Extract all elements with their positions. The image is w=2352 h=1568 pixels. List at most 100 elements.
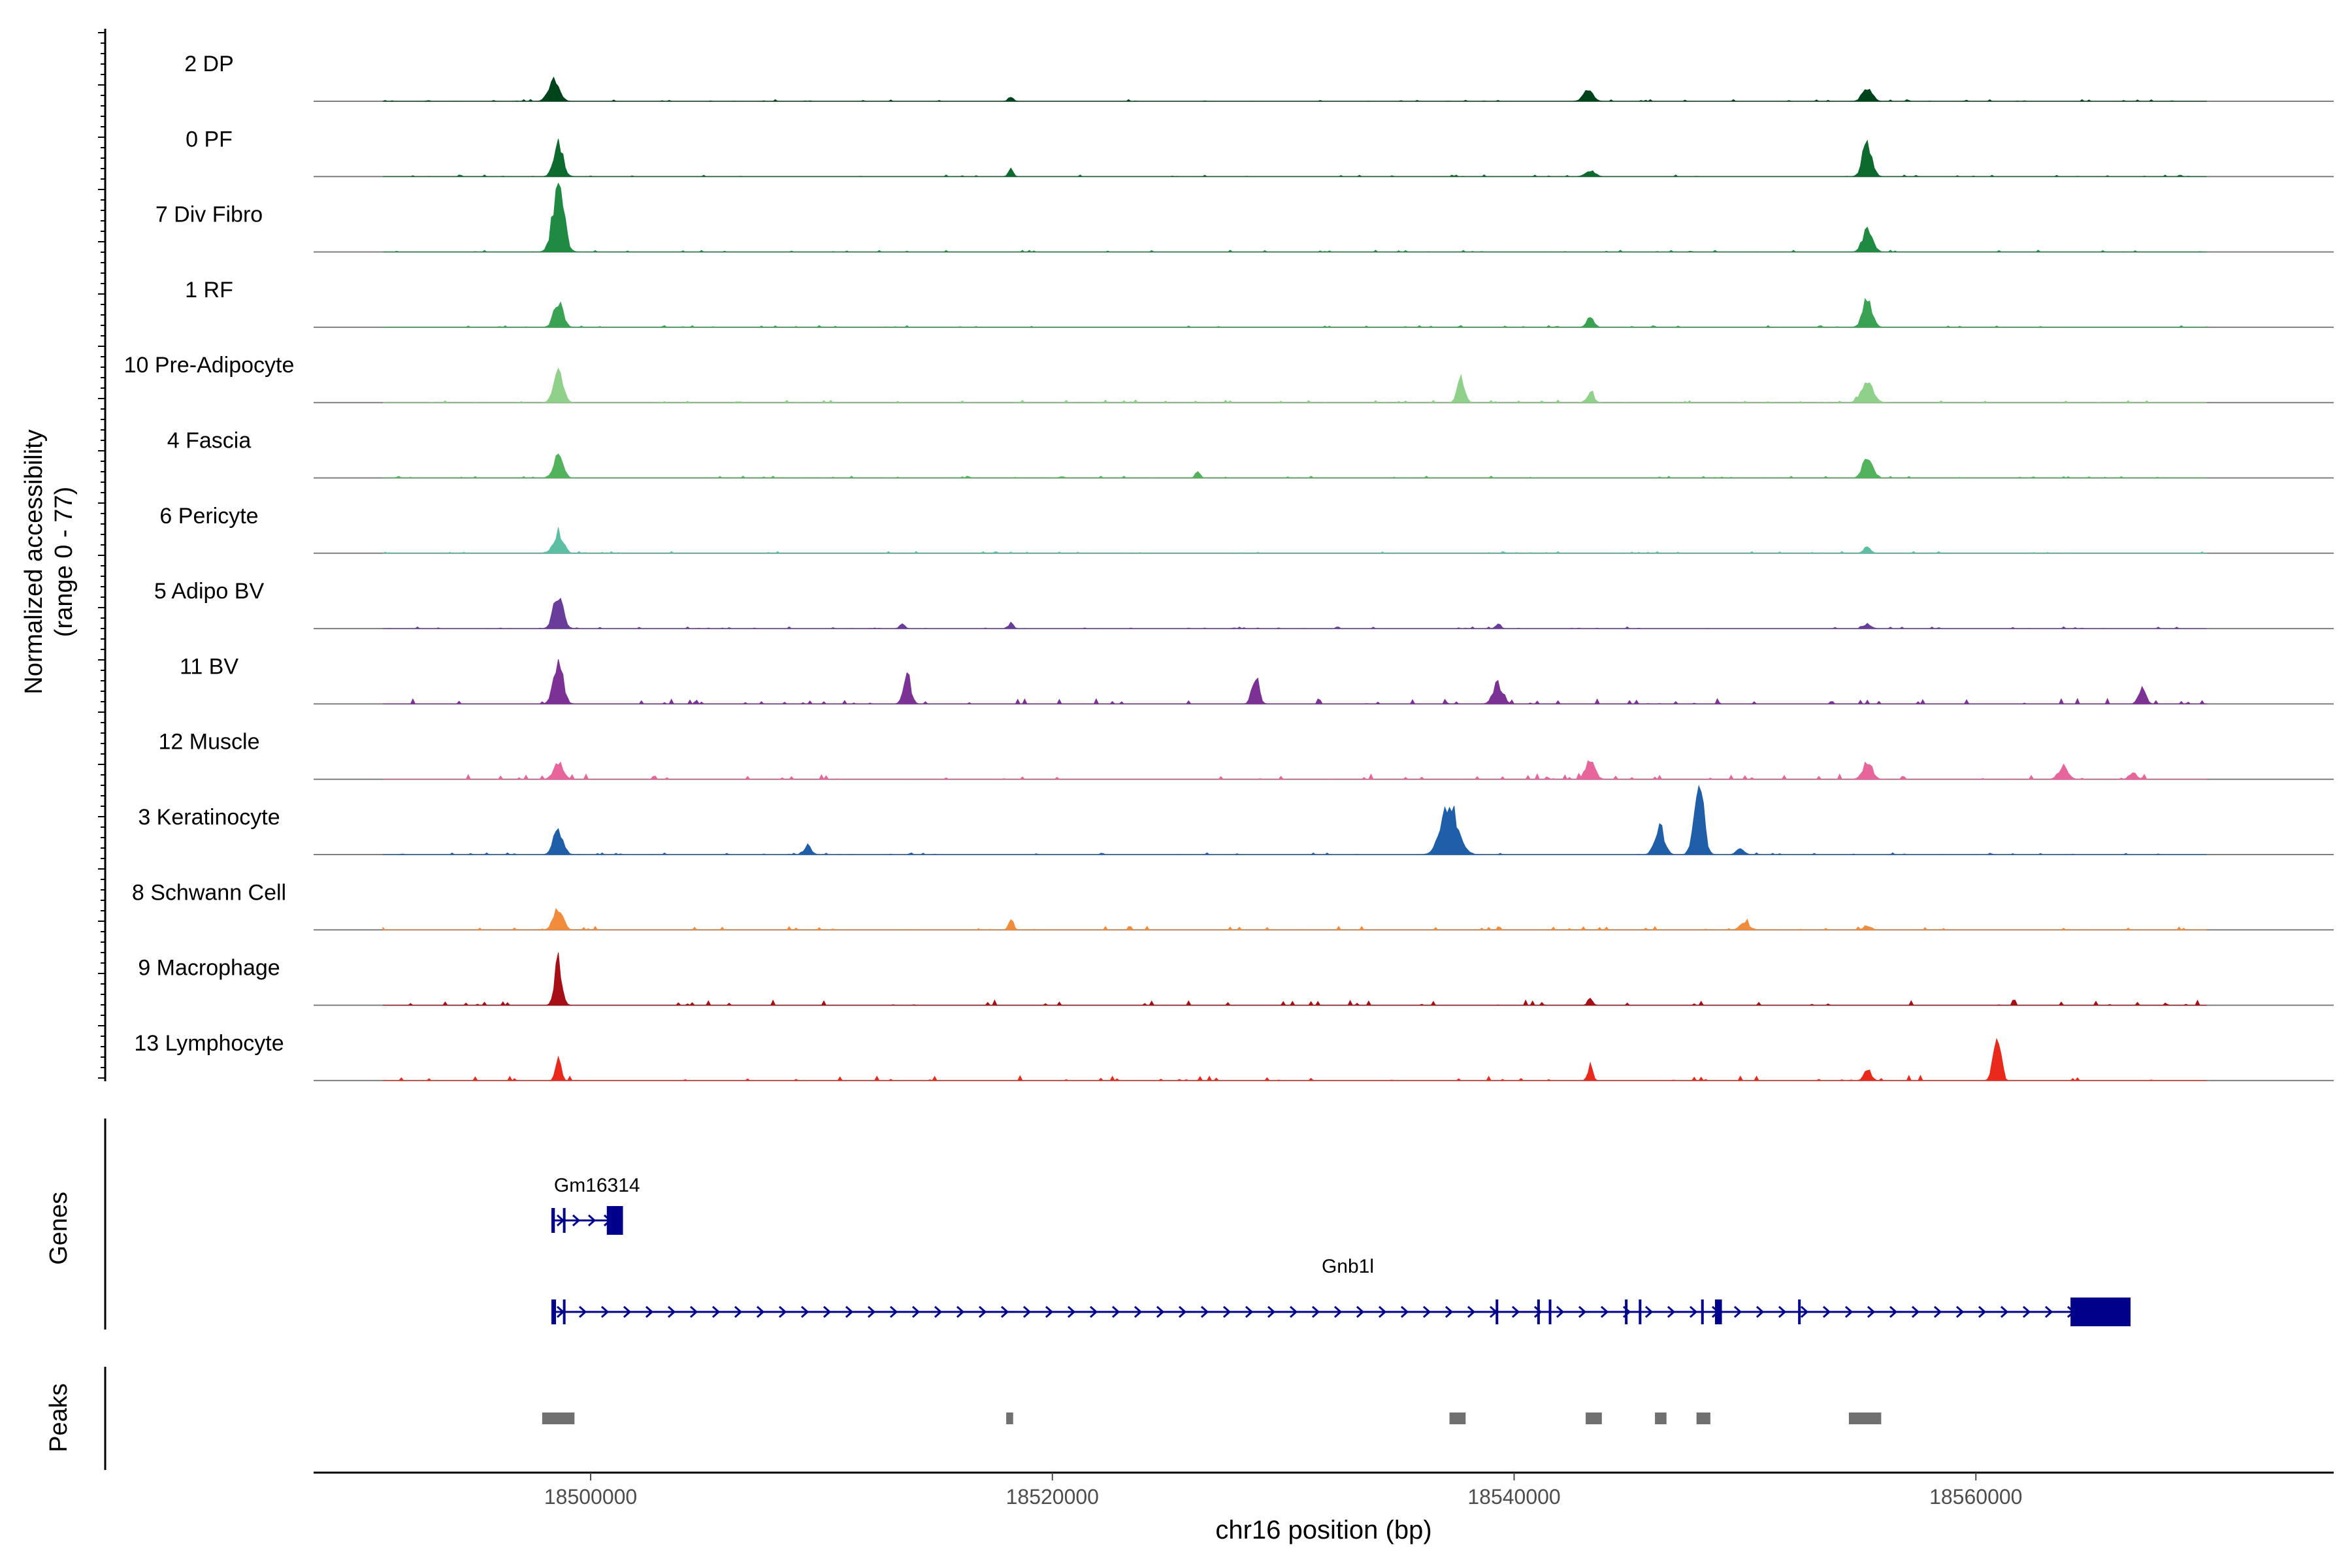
track-4: 1 RF	[185, 278, 2334, 328]
track-label: 12 Muscle	[159, 730, 260, 755]
track-label: 8 Schwann Cell	[132, 880, 286, 905]
strand-arrow	[2000, 1305, 2009, 1318]
track-label: 6 Pericyte	[159, 504, 258, 529]
strand-arrow	[978, 1305, 987, 1318]
strand-arrow	[1667, 1305, 1676, 1318]
track-area	[383, 597, 2207, 629]
peak-region	[1006, 1413, 1013, 1424]
strand-arrow	[578, 1305, 587, 1318]
strand-arrow	[1733, 1305, 1742, 1318]
x-tick-label: 18560000	[1929, 1485, 2022, 1509]
y-axis-title: Normalized accessibility (range 0 - 77)	[20, 429, 78, 694]
strand-arrow	[1089, 1305, 1098, 1318]
peaks-axis-label: Peaks	[45, 1383, 73, 1452]
strand-arrow	[1422, 1305, 1431, 1318]
peak-region	[1586, 1413, 1602, 1424]
track-1: 2 DP	[184, 52, 2334, 102]
track-label: 9 Macrophage	[138, 956, 280, 981]
peak-region	[1848, 1413, 1882, 1424]
track-area	[383, 952, 2207, 1006]
strand-arrow	[1756, 1305, 1765, 1318]
exon	[1548, 1299, 1552, 1324]
track-label: 0 PF	[186, 127, 233, 152]
track-label: 5 Adipo BV	[154, 579, 265, 604]
exon	[551, 1299, 557, 1324]
exon	[2070, 1298, 2131, 1326]
track-area	[383, 760, 2207, 780]
strand-arrow	[1333, 1305, 1343, 1318]
track-area	[382, 527, 2207, 554]
track-5: 10 Pre-Adipocyte	[124, 353, 2334, 404]
strand-arrow	[1933, 1305, 1942, 1318]
x-tick-label: 18520000	[1006, 1485, 1099, 1509]
peak-region	[542, 1413, 575, 1424]
strand-arrow	[645, 1305, 654, 1318]
peak-region	[1449, 1413, 1466, 1424]
strand-arrow	[1378, 1305, 1387, 1318]
track-14: 13 Lymphocyte	[134, 1031, 2334, 1081]
track-label: 13 Lymphocyte	[134, 1031, 284, 1056]
strand-arrow	[1045, 1305, 1054, 1318]
strand-arrow	[1267, 1305, 1276, 1318]
strand-arrow	[867, 1305, 876, 1318]
strand-arrow	[845, 1305, 854, 1318]
strand-arrow	[1222, 1305, 1232, 1318]
track-area	[383, 139, 2207, 177]
strand-arrow	[1511, 1305, 1520, 1318]
strand-arrow	[1178, 1305, 1187, 1318]
peak-region	[1655, 1413, 1667, 1424]
track-2: 0 PF	[186, 127, 2334, 178]
strand-arrow	[756, 1305, 765, 1318]
gene-label: Gnb1l	[1322, 1256, 1374, 1277]
strand-arrow	[1955, 1305, 1965, 1318]
genes-axis-label: Genes	[45, 1192, 73, 1265]
track-label: 4 Fascia	[167, 429, 252, 453]
strand-arrow	[889, 1305, 898, 1318]
x-axis-title: chr16 position (bp)	[1215, 1516, 1431, 1544]
track-label: 1 RF	[185, 278, 233, 302]
strand-arrow	[1889, 1305, 1898, 1318]
strand-arrow	[1600, 1305, 1609, 1318]
track-6: 4 Fascia	[167, 429, 2334, 479]
strand-arrow	[934, 1305, 943, 1318]
exon	[1701, 1299, 1704, 1324]
exon	[1495, 1299, 1499, 1324]
strand-arrow	[911, 1305, 921, 1318]
strand-arrow	[1134, 1305, 1143, 1318]
track-area	[383, 785, 2207, 855]
strand-arrow	[667, 1305, 676, 1318]
strand-arrow	[2022, 1305, 2031, 1318]
strand-arrow	[823, 1305, 832, 1318]
track-area	[383, 1037, 2207, 1081]
strand-arrow	[1689, 1305, 1698, 1318]
strand-arrow	[587, 1214, 596, 1227]
exon	[1625, 1299, 1628, 1324]
peak-region	[1696, 1413, 1710, 1424]
strand-arrow	[778, 1305, 787, 1318]
strand-arrow	[1067, 1305, 1076, 1318]
exon	[1537, 1299, 1540, 1324]
strand-arrow	[734, 1305, 743, 1318]
strand-arrow	[572, 1214, 581, 1227]
strand-arrow	[1533, 1305, 1543, 1318]
gene-Gm16314: Gm16314	[551, 1175, 640, 1235]
strand-arrow	[1200, 1305, 1209, 1318]
track-label: 3 Keratinocyte	[138, 805, 280, 830]
track-area	[383, 367, 2207, 403]
track-label: 11 BV	[180, 654, 238, 679]
track-area	[382, 76, 2207, 102]
strand-arrow	[1111, 1305, 1120, 1318]
strand-arrow	[1978, 1305, 1987, 1318]
strand-arrow	[2044, 1305, 2053, 1318]
strand-arrow	[1556, 1305, 1565, 1318]
exon	[1714, 1299, 1722, 1324]
strand-arrow	[1356, 1305, 1365, 1318]
exon	[551, 1208, 555, 1233]
track-area	[382, 907, 2207, 930]
strand-arrow	[1000, 1305, 1009, 1318]
x-tick-label: 18540000	[1467, 1485, 1560, 1509]
strand-arrow	[1867, 1305, 1876, 1318]
track-area	[383, 182, 2207, 253]
strand-arrow	[1467, 1305, 1476, 1318]
